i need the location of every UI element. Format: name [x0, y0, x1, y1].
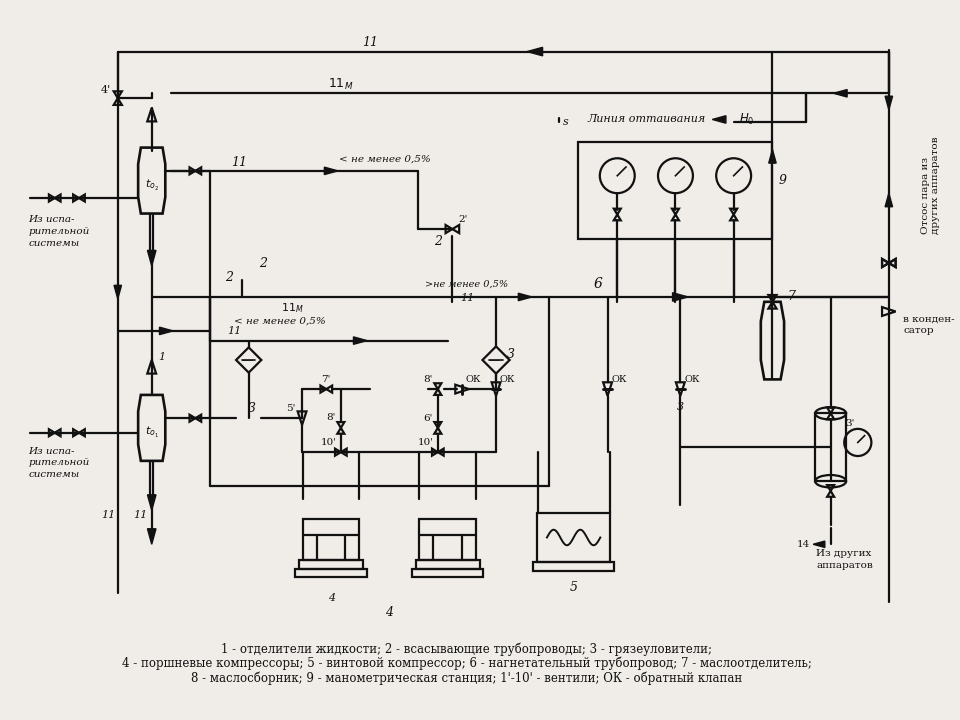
Text: 1 - отделители жидкости; 2 - всасывающие трубопроводы; 3 - грязеуловители;: 1 - отделители жидкости; 2 - всасывающие…	[222, 642, 712, 656]
Text: —: —	[241, 355, 252, 365]
Text: 7: 7	[788, 290, 796, 303]
Text: 8': 8'	[423, 375, 433, 384]
Polygon shape	[885, 96, 893, 109]
Text: 4: 4	[327, 593, 335, 603]
Polygon shape	[885, 193, 893, 207]
Polygon shape	[833, 89, 847, 97]
Text: 8 - маслосборник; 9 - манометрическая станция; 1'-10' - вентили; ОК - обратный к: 8 - маслосборник; 9 - манометрическая ст…	[191, 671, 743, 685]
Bar	[538, 513, 610, 562]
Text: 3: 3	[677, 402, 684, 412]
Text: Из испа-: Из испа-	[29, 215, 75, 224]
Polygon shape	[148, 528, 156, 544]
Polygon shape	[673, 293, 688, 301]
Text: 3': 3'	[846, 418, 854, 428]
Text: 5': 5'	[286, 404, 295, 413]
Text: 2': 2'	[458, 215, 468, 224]
Text: —: —	[489, 355, 499, 365]
Text: ОК: ОК	[684, 375, 700, 384]
Text: $11_M$: $11_M$	[281, 301, 303, 315]
Polygon shape	[769, 150, 777, 163]
Text: Из испа-: Из испа-	[29, 446, 75, 456]
Text: системы: системы	[29, 239, 80, 248]
Text: ОК: ОК	[466, 375, 482, 384]
Bar	[412, 570, 484, 577]
Bar	[579, 142, 773, 239]
Text: 6': 6'	[423, 414, 433, 423]
Text: 2: 2	[226, 271, 233, 284]
Text: сатор: сатор	[903, 326, 934, 336]
Polygon shape	[159, 327, 173, 335]
Text: рительной: рительной	[29, 227, 90, 235]
Text: < не менее 0,5%: < не менее 0,5%	[234, 317, 325, 325]
Text: 4': 4'	[101, 86, 111, 95]
Polygon shape	[324, 167, 338, 175]
Polygon shape	[148, 251, 156, 266]
Text: $t_{o_1}$: $t_{o_1}$	[145, 426, 158, 440]
Polygon shape	[114, 285, 122, 299]
Polygon shape	[527, 48, 542, 56]
Text: < не менее 0,5%: < не менее 0,5%	[339, 155, 430, 163]
Text: 11: 11	[101, 510, 115, 520]
Text: 9: 9	[779, 174, 786, 187]
Text: аппаратов: аппаратов	[816, 561, 873, 570]
Text: 8': 8'	[326, 413, 336, 422]
Text: >не менее 0,5%: >не менее 0,5%	[425, 280, 509, 289]
Text: 11: 11	[362, 36, 378, 50]
Text: 2: 2	[434, 235, 442, 248]
Bar	[296, 570, 367, 577]
Text: 11: 11	[132, 510, 147, 520]
Polygon shape	[813, 541, 825, 547]
Text: ОК: ОК	[612, 375, 627, 384]
Text: 2: 2	[259, 256, 267, 269]
Polygon shape	[353, 337, 367, 344]
Polygon shape	[518, 293, 532, 301]
Text: 6: 6	[593, 277, 602, 292]
Text: ОК: ОК	[500, 375, 516, 384]
Polygon shape	[712, 116, 726, 123]
Bar	[534, 562, 613, 572]
Text: Отсос пара из
других аппаратов: Отсос пара из других аппаратов	[921, 137, 940, 234]
Text: $t_{o_2}$: $t_{o_2}$	[145, 178, 158, 193]
Bar	[300, 559, 363, 570]
Text: 4 - поршневые компрессоры; 5 - винтовой компрессор; 6 - нагнетательный трубопров: 4 - поршневые компрессоры; 5 - винтовой …	[122, 657, 812, 670]
Bar	[420, 519, 475, 559]
Text: $H_0$: $H_0$	[738, 112, 754, 127]
Text: 1: 1	[157, 352, 165, 362]
Text: 10': 10'	[419, 438, 434, 447]
Bar	[815, 413, 846, 481]
Text: системы: системы	[29, 470, 80, 479]
Bar	[416, 559, 480, 570]
Text: 3: 3	[507, 348, 515, 361]
Text: Из других: Из других	[816, 549, 872, 559]
Text: 7': 7'	[322, 375, 331, 384]
Text: 4: 4	[385, 606, 394, 618]
Text: 3: 3	[248, 402, 255, 415]
Text: в конден-: в конден-	[903, 315, 955, 324]
Polygon shape	[148, 495, 156, 510]
Text: 5: 5	[569, 582, 578, 595]
Text: 11: 11	[227, 326, 241, 336]
Text: $11_M$: $11_M$	[328, 77, 353, 92]
Text: 11: 11	[460, 293, 474, 303]
Text: 11: 11	[231, 156, 247, 168]
Text: 10': 10'	[322, 438, 337, 447]
Text: Линия оттаивания: Линия оттаивания	[588, 114, 706, 125]
Text: рительной: рительной	[29, 459, 90, 467]
Bar	[303, 519, 359, 559]
Text: s: s	[563, 117, 568, 127]
Text: 14: 14	[797, 540, 810, 549]
